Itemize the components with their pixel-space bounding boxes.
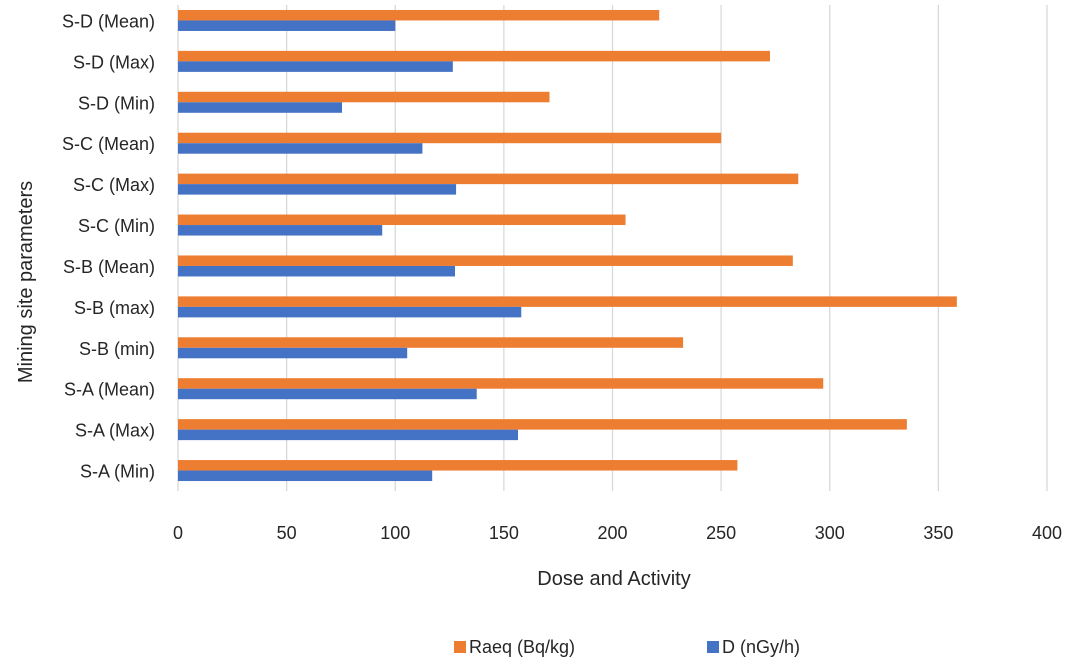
y-tick-label: S-A (Max) xyxy=(75,421,155,441)
bar-dose xyxy=(178,307,521,318)
legend-label: D (nGy/h) xyxy=(722,637,800,657)
y-tick-label: S-B (max) xyxy=(74,298,155,318)
y-tick-label: S-D (Min) xyxy=(78,93,155,113)
bar-dose xyxy=(178,20,395,31)
bar-raeq xyxy=(178,460,737,471)
bar-dose xyxy=(178,225,382,236)
gridlines xyxy=(178,5,1047,491)
legend: Raeq (Bq/kg) D (nGy/h) xyxy=(454,637,800,657)
x-tick-labels: 0 50 100 150 200 250 300 350 400 xyxy=(173,523,1062,543)
bar-raeq xyxy=(178,337,683,348)
y-tick-label: S-D (Mean) xyxy=(62,11,155,31)
bar-dose xyxy=(178,184,456,195)
bar-dose xyxy=(178,143,422,154)
x-tick-label: 300 xyxy=(815,523,845,543)
y-tick-label: S-A (Mean) xyxy=(64,380,155,400)
x-tick-label: 250 xyxy=(706,523,736,543)
bar-raeq xyxy=(178,92,549,103)
bars xyxy=(178,10,957,481)
x-tick-label: 150 xyxy=(489,523,519,543)
y-axis-title: Mining site parameters xyxy=(15,181,37,383)
bar-dose xyxy=(178,430,518,441)
bar-raeq xyxy=(178,174,798,185)
bar-dose xyxy=(178,102,342,113)
x-tick-label: 200 xyxy=(597,523,627,543)
bar-raeq xyxy=(178,51,770,62)
bar-raeq xyxy=(178,419,907,430)
y-tick-labels: S-A (Min) S-A (Max) S-A (Mean) S-B (min) S-B… xyxy=(62,11,155,481)
y-tick-label: S-A (Min) xyxy=(80,462,155,482)
bar-raeq xyxy=(178,296,957,307)
legend-swatch xyxy=(454,641,466,653)
y-tick-label: S-D (Max) xyxy=(73,52,155,72)
y-tick-label: S-C (Mean) xyxy=(62,134,155,154)
y-tick-label: S-B (min) xyxy=(79,339,155,359)
bar-dose xyxy=(178,389,477,400)
bar-dose xyxy=(178,348,407,359)
x-tick-label: 50 xyxy=(277,523,297,543)
x-axis-title: Dose and Activity xyxy=(537,568,690,590)
y-tick-label: S-C (Min) xyxy=(78,216,155,236)
x-tick-label: 350 xyxy=(923,523,953,543)
bar-raeq xyxy=(178,255,793,265)
bar-raeq xyxy=(178,10,659,20)
legend-swatch xyxy=(707,641,719,653)
bar-dose xyxy=(178,266,455,277)
bar-raeq xyxy=(178,133,721,144)
y-tick-label: S-B (Mean) xyxy=(63,257,155,277)
legend-label: Raeq (Bq/kg) xyxy=(469,637,575,657)
y-tick-label: S-C (Max) xyxy=(73,175,155,195)
x-tick-label: 100 xyxy=(380,523,410,543)
bar-dose xyxy=(178,471,432,482)
x-tick-label: 0 xyxy=(173,523,183,543)
bar-dose xyxy=(178,61,453,72)
bar-raeq xyxy=(178,215,626,226)
bar-raeq xyxy=(178,378,823,389)
x-tick-label: 400 xyxy=(1032,523,1062,543)
